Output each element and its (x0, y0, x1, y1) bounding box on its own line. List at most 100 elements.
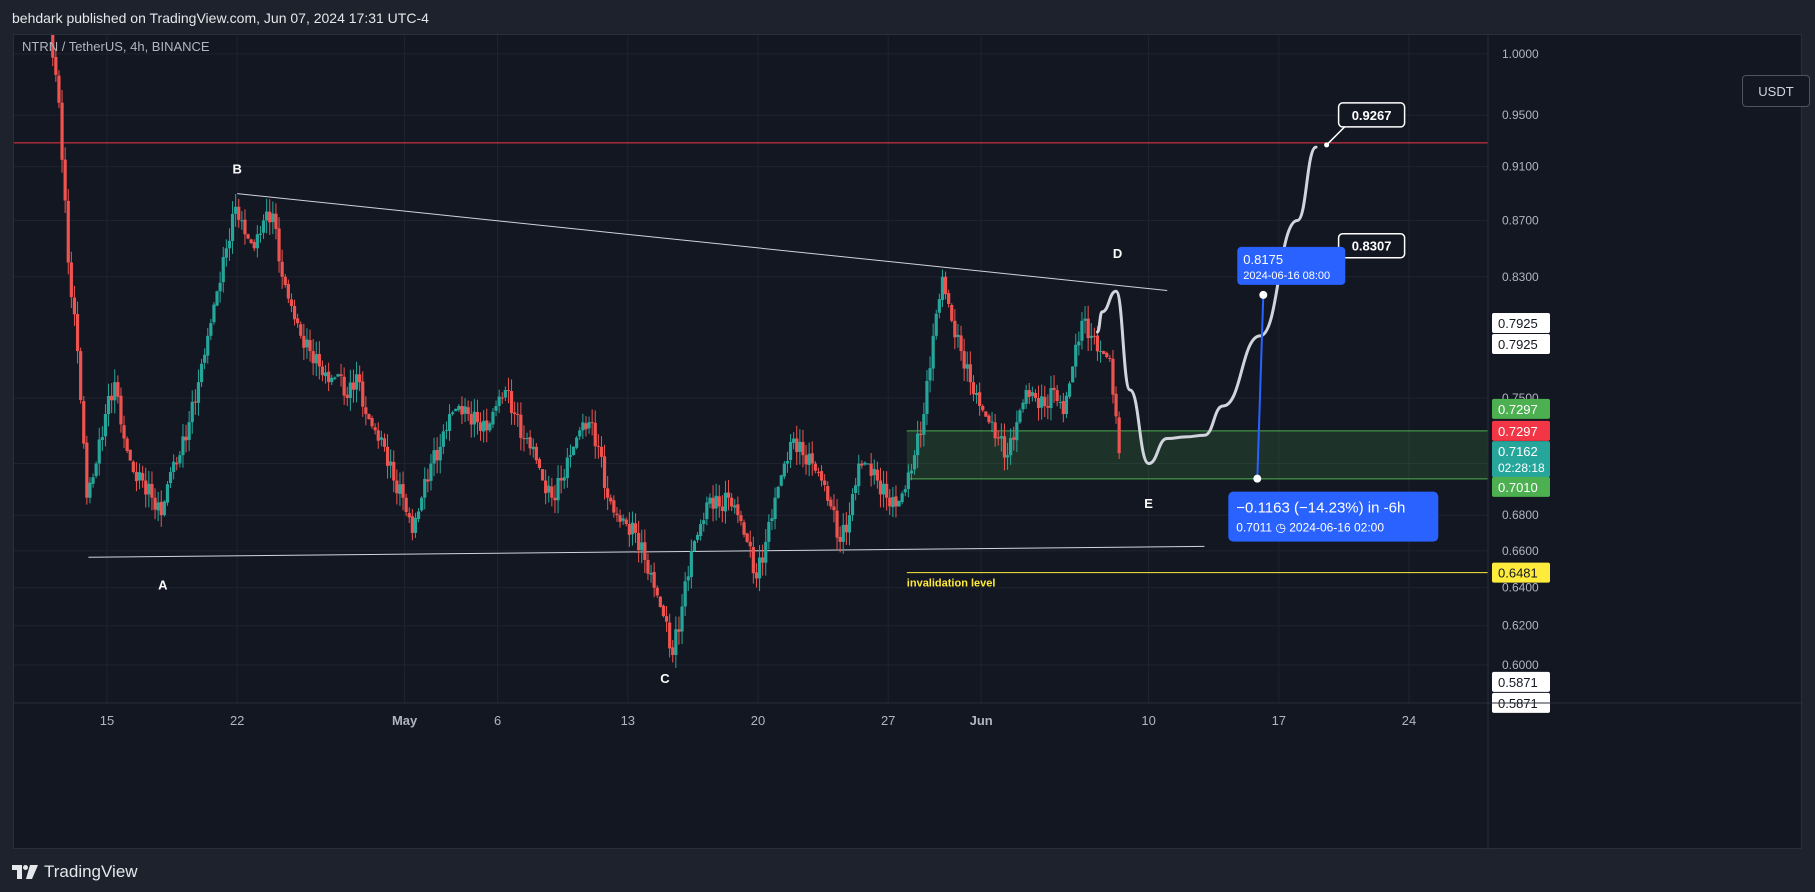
candle-body (190, 401, 194, 423)
candle-body (432, 450, 436, 464)
candle-body (509, 391, 514, 414)
candle-body (1074, 344, 1078, 367)
candle-body (162, 501, 166, 516)
candle-body (677, 629, 681, 632)
candle-body (1114, 393, 1118, 417)
time-axis[interactable]: 15 22 May 6 13 20 27 Jun 10 17 24 (14, 702, 1803, 728)
candle-body (661, 605, 666, 617)
candle-body (218, 282, 222, 292)
candle-body (516, 414, 520, 416)
candle-body (878, 480, 883, 495)
candle-body (144, 480, 148, 495)
publisher-line: behdark published on TradingView.com, Ju… (12, 10, 429, 26)
candle-body (959, 335, 963, 352)
candle-body (196, 382, 201, 403)
candle-body (540, 469, 545, 481)
candle-body (137, 472, 142, 481)
candle-body (410, 516, 414, 533)
candle-body (1005, 455, 1010, 458)
candle-body (637, 532, 641, 551)
time-tick-label: 27 (881, 713, 895, 728)
candle-body (841, 525, 845, 542)
candle-body (1086, 318, 1090, 339)
candle-body (134, 472, 139, 482)
candle-body (534, 446, 538, 461)
candle-body (345, 394, 349, 398)
candle-body (1083, 318, 1087, 321)
candle-body (376, 430, 380, 441)
candle-body (110, 395, 114, 401)
candle-body (323, 372, 328, 377)
candle-body (1080, 320, 1084, 341)
candle-body (482, 420, 486, 432)
footer-bar: TradingView (0, 852, 1815, 892)
annotation-layer: A B C D E 0.9267 0.8307 0.8175 2024-06-16 08:00 −… (158, 102, 1439, 686)
candle-body (745, 533, 749, 542)
symbol-legend[interactable]: NTRN / TetherUS, 4h, BINANCE (22, 39, 210, 54)
candle-body (75, 313, 80, 352)
candle-body (1021, 402, 1025, 410)
candle-body (602, 456, 607, 488)
candle-body (1105, 352, 1109, 357)
candle-body (302, 335, 306, 348)
candle-body (209, 323, 213, 336)
candle-body (85, 442, 89, 498)
price-chart[interactable]: invalidation level A B C D E 0.9267 0.8307 0.81… (14, 35, 1803, 850)
price-label-outline (1492, 313, 1550, 334)
candle-body (943, 276, 948, 295)
candle-body (168, 472, 173, 484)
candle-body (965, 364, 969, 369)
candle-body (122, 425, 126, 439)
candle-body (1015, 422, 1019, 441)
chart-frame[interactable]: invalidation level A B C D E 0.9267 0.8307 0.81… (13, 34, 1810, 850)
candle-body (646, 560, 650, 574)
candle-body (810, 453, 814, 464)
price-label-text: 0.7925 (1498, 316, 1538, 331)
candle-body (854, 485, 858, 493)
candle-body (469, 414, 473, 425)
price-label-text: 0.7297 (1498, 424, 1538, 439)
candle-body (478, 422, 483, 431)
price-axis[interactable]: 1.00000.95000.91000.87000.83000.75000.71… (1487, 35, 1550, 850)
candle-body (271, 213, 275, 223)
price-label-outline (1492, 671, 1550, 692)
candle-body (630, 522, 635, 535)
candle-body (838, 536, 842, 542)
candle-body (330, 377, 334, 383)
candle-body (172, 461, 176, 473)
candle-body (395, 480, 399, 494)
candle-body (457, 405, 461, 410)
candle-body (739, 515, 743, 522)
candle-body (761, 557, 765, 563)
candle-body (435, 449, 439, 461)
candle-body (1046, 405, 1050, 408)
price-tick-label: 0.9500 (1502, 108, 1539, 122)
candle-body (94, 463, 98, 477)
candle-body (742, 522, 746, 535)
candle-body (407, 513, 411, 518)
candle-body (606, 488, 610, 498)
candle-body (274, 213, 278, 229)
candle-body (891, 497, 895, 508)
candle-body (503, 390, 507, 398)
candle-body (909, 470, 914, 474)
candle-body (224, 248, 228, 258)
candle-body (125, 438, 129, 451)
candle-body (881, 483, 886, 495)
candle-body (823, 480, 827, 485)
candle-body (695, 534, 700, 540)
candle-body (1036, 397, 1041, 409)
candle-body (1018, 410, 1022, 423)
candle-body (1111, 358, 1115, 395)
candle-body (66, 200, 70, 263)
projection-layer (1095, 145, 1318, 466)
candle-body (575, 437, 579, 448)
candle-body (751, 546, 755, 574)
tradingview-logo[interactable]: TradingView (12, 862, 138, 882)
candle-body (795, 438, 799, 453)
candle-body (286, 283, 290, 299)
candle-body (844, 524, 848, 533)
candle-body (342, 376, 346, 396)
currency-button[interactable]: USDT (1742, 75, 1810, 107)
candle-body (773, 497, 777, 519)
